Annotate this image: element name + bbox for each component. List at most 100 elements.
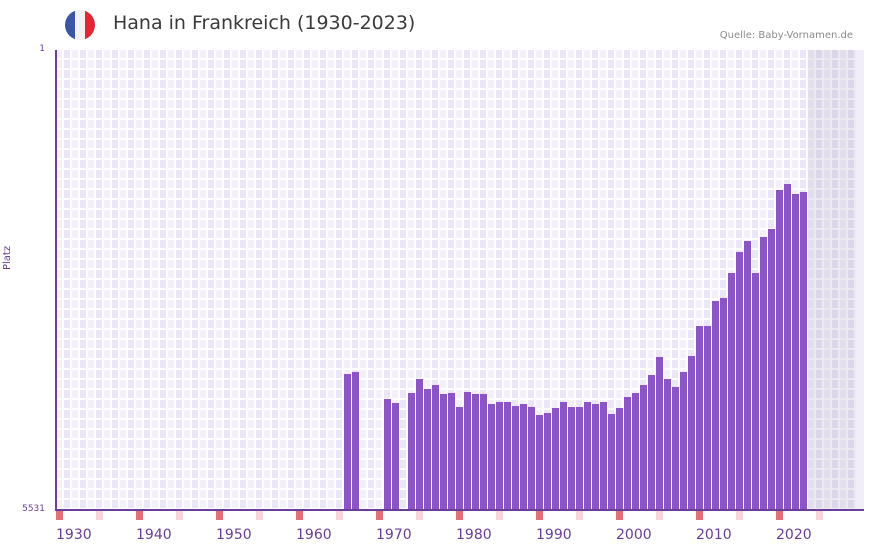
grid-column	[712, 50, 720, 510]
grid-column	[176, 50, 184, 510]
grid-column	[552, 50, 560, 510]
bar-2014[interactable]	[728, 273, 735, 510]
bar-1995[interactable]	[576, 407, 583, 510]
grid-column	[152, 50, 160, 510]
bar-1978[interactable]	[440, 394, 447, 510]
bar-1999[interactable]	[608, 414, 615, 510]
grid-column	[272, 50, 280, 510]
bar-2009[interactable]	[688, 356, 695, 510]
bar-1989[interactable]	[528, 407, 535, 510]
x-tick-label: 1950	[216, 527, 252, 543]
x-tick-label: 1990	[536, 527, 572, 543]
bar-2016[interactable]	[744, 241, 751, 510]
x-tick-label: 1980	[456, 527, 492, 543]
bar-1982[interactable]	[472, 394, 479, 510]
bar-2005[interactable]	[656, 357, 663, 510]
grid-column	[368, 50, 376, 510]
y-axis-title: Platz	[2, 245, 13, 270]
bar-2018[interactable]	[760, 237, 767, 510]
bar-2020[interactable]	[776, 190, 783, 510]
bar-1987[interactable]	[512, 406, 519, 510]
plot-area	[56, 50, 864, 510]
bar-1975[interactable]	[416, 379, 423, 510]
bar-1983[interactable]	[480, 394, 487, 510]
grid-column	[528, 50, 536, 510]
half-decade-marker	[736, 511, 743, 520]
bar-1971[interactable]	[384, 399, 391, 510]
bar-2008[interactable]	[680, 372, 687, 510]
grid-column	[360, 50, 368, 510]
bar-1980[interactable]	[456, 407, 463, 510]
grid-column	[520, 50, 528, 510]
x-tick-label: 2020	[776, 527, 812, 543]
grid-column	[384, 50, 392, 510]
grid-column	[160, 50, 168, 510]
grid-column	[504, 50, 512, 510]
grid-column	[848, 50, 856, 510]
bar-1972[interactable]	[392, 403, 399, 510]
bar-1990[interactable]	[536, 415, 543, 510]
grid-column	[640, 50, 648, 510]
bar-1984[interactable]	[488, 404, 495, 510]
half-decade-marker	[336, 511, 343, 520]
bar-2023[interactable]	[800, 192, 807, 510]
future-shaded-region	[808, 50, 856, 510]
bar-2006[interactable]	[664, 379, 671, 510]
bar-1996[interactable]	[584, 402, 591, 510]
bar-1967[interactable]	[352, 372, 359, 510]
bar-1976[interactable]	[424, 389, 431, 510]
grid-column	[608, 50, 616, 510]
bar-2004[interactable]	[648, 375, 655, 510]
grid-column	[832, 50, 840, 510]
bar-2011[interactable]	[704, 326, 711, 510]
bar-2015[interactable]	[736, 252, 743, 510]
bar-2000[interactable]	[616, 408, 623, 510]
bar-1994[interactable]	[568, 407, 575, 510]
half-decade-marker	[256, 511, 263, 520]
bar-1991[interactable]	[544, 413, 551, 510]
bar-2022[interactable]	[792, 194, 799, 510]
bar-2010[interactable]	[696, 326, 703, 510]
bar-2001[interactable]	[624, 397, 631, 510]
grid-column	[480, 50, 488, 510]
bar-2021[interactable]	[784, 184, 791, 510]
grid-column	[264, 50, 272, 510]
bar-1974[interactable]	[408, 393, 415, 510]
bar-1988[interactable]	[520, 404, 527, 510]
grid-column	[704, 50, 712, 510]
grid-column	[680, 50, 688, 510]
chart-title: Hana in Frankreich (1930-2023)	[113, 12, 416, 34]
bar-1981[interactable]	[464, 392, 471, 510]
bar-2007[interactable]	[672, 387, 679, 510]
grid-column	[584, 50, 592, 510]
grid-column	[632, 50, 640, 510]
grid-column	[464, 50, 472, 510]
bar-2013[interactable]	[720, 298, 727, 510]
bar-2012[interactable]	[712, 301, 719, 510]
bar-2003[interactable]	[640, 385, 647, 510]
grid-column	[96, 50, 104, 510]
bar-1979[interactable]	[448, 393, 455, 510]
bar-2019[interactable]	[768, 229, 775, 510]
grid-column	[664, 50, 672, 510]
bar-1997[interactable]	[592, 404, 599, 510]
x-axis-line	[55, 509, 864, 511]
grid-column	[576, 50, 584, 510]
bar-1998[interactable]	[600, 402, 607, 510]
bar-1992[interactable]	[552, 408, 559, 510]
bar-1966[interactable]	[344, 374, 351, 510]
grid-column	[88, 50, 96, 510]
year-markers	[56, 511, 864, 520]
bar-2017[interactable]	[752, 273, 759, 510]
grid-column	[280, 50, 288, 510]
grid-column	[472, 50, 480, 510]
bar-1986[interactable]	[504, 402, 511, 510]
bar-1993[interactable]	[560, 402, 567, 510]
bar-1985[interactable]	[496, 402, 503, 510]
bar-1977[interactable]	[432, 385, 439, 510]
bar-2002[interactable]	[632, 393, 639, 510]
grid-column	[392, 50, 400, 510]
grid-column	[648, 50, 656, 510]
x-tick-label: 1940	[136, 527, 172, 543]
flag-blue	[65, 10, 75, 40]
